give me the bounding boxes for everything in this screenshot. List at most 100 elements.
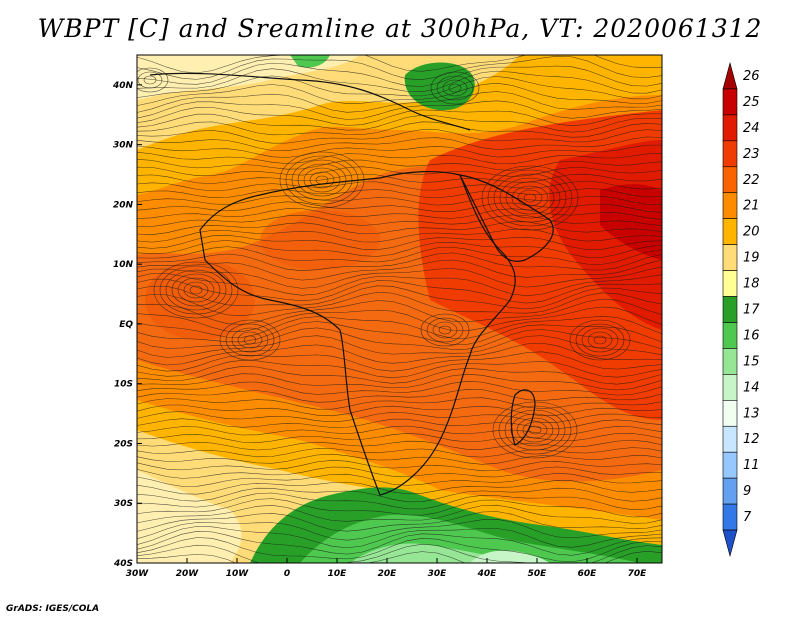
y-tick-label: 40S bbox=[113, 559, 133, 569]
streamline bbox=[137, 188, 662, 199]
vortex-streamline bbox=[153, 261, 239, 319]
colorbar: 26 25 24 23 22 21 20 19 18 17 16 15 14 13 12 11 9 7 bbox=[722, 61, 760, 558]
field-south-paleyellow bbox=[137, 470, 242, 563]
colorbar-swatch bbox=[722, 400, 738, 427]
colorbar-swatch bbox=[722, 425, 738, 453]
streamline bbox=[137, 113, 662, 133]
vortex-streamline bbox=[177, 277, 215, 303]
colorbar-swatch bbox=[722, 451, 738, 479]
streamline bbox=[137, 504, 662, 524]
colorbar-label: 7 bbox=[743, 510, 752, 525]
y-tick-label: 30S bbox=[114, 499, 133, 509]
colorbar-swatch bbox=[722, 244, 738, 271]
y-tick-label: 10N bbox=[113, 260, 134, 270]
streamline bbox=[137, 214, 662, 227]
streamline bbox=[137, 62, 662, 87]
vortex-streamline bbox=[165, 269, 227, 311]
streamline bbox=[137, 75, 662, 100]
vortex-streamline bbox=[171, 273, 221, 307]
streamline bbox=[137, 278, 662, 304]
streamline bbox=[137, 316, 662, 339]
vortex-streamline bbox=[426, 317, 464, 343]
streamline bbox=[137, 136, 662, 151]
colorbar-swatch bbox=[722, 503, 738, 531]
x-tick-label: 40E bbox=[477, 569, 498, 579]
streamline bbox=[137, 246, 662, 265]
vortex-streamline bbox=[143, 75, 157, 85]
streamline bbox=[137, 234, 662, 251]
vortex-streamline bbox=[291, 159, 353, 201]
vortex-streamline bbox=[436, 75, 474, 101]
field-north-green-small bbox=[290, 55, 330, 68]
plot-frame bbox=[136, 54, 663, 564]
colorbar-label: 11 bbox=[743, 458, 760, 473]
streamline bbox=[137, 121, 662, 138]
vortex-streamline bbox=[493, 173, 567, 223]
streamline bbox=[137, 537, 662, 563]
vortex-streamline bbox=[159, 265, 233, 315]
y-tick-label: 10S bbox=[114, 380, 133, 390]
streamline bbox=[137, 151, 662, 165]
streamline bbox=[137, 321, 662, 345]
vortex-streamline bbox=[243, 335, 257, 345]
y-tick-label: 20N bbox=[113, 200, 134, 210]
streamline bbox=[137, 228, 662, 243]
vortex-streamline bbox=[523, 193, 537, 203]
streamline bbox=[137, 107, 662, 127]
colorbar-label: 26 bbox=[743, 69, 760, 84]
colorbar-label: 15 bbox=[743, 354, 760, 369]
vortex-streamline bbox=[504, 409, 566, 451]
coastlines bbox=[149, 72, 554, 496]
vortex-streamline bbox=[309, 171, 335, 189]
streamline bbox=[137, 208, 662, 220]
streamline bbox=[137, 144, 662, 158]
vortex-streamline bbox=[189, 285, 203, 295]
field-layer bbox=[137, 55, 662, 563]
streamline bbox=[137, 531, 662, 556]
colorbar-label: 17 bbox=[743, 303, 760, 318]
streamline bbox=[137, 411, 662, 423]
streamline bbox=[137, 472, 662, 487]
vortex-streamline bbox=[587, 331, 613, 349]
y-tick-label: 20S bbox=[114, 439, 133, 449]
streamline bbox=[137, 425, 662, 436]
streamline bbox=[137, 511, 662, 532]
x-tick-label: 70E bbox=[628, 569, 648, 579]
streamline bbox=[137, 366, 662, 385]
streamline bbox=[137, 543, 662, 563]
streamline bbox=[137, 381, 662, 396]
x-tick-label: 60E bbox=[578, 569, 598, 579]
streamline bbox=[137, 453, 662, 465]
streamline bbox=[137, 389, 662, 403]
colorbar-label: 19 bbox=[743, 251, 760, 266]
colorbar-swatch bbox=[722, 192, 738, 219]
y-tick-label: 30N bbox=[113, 141, 134, 151]
colorbar-swatch bbox=[722, 88, 738, 116]
streamline bbox=[137, 359, 662, 379]
arabia-coast bbox=[458, 174, 554, 262]
vortex-streamline bbox=[505, 181, 555, 215]
vortex-streamline bbox=[448, 83, 462, 93]
vortex-streamline bbox=[303, 167, 341, 193]
vortex-streamline bbox=[487, 169, 573, 227]
x-tick-label: 20W bbox=[176, 569, 200, 579]
vortex-streamline bbox=[569, 319, 631, 361]
streamline bbox=[137, 519, 662, 541]
streamline bbox=[137, 327, 662, 350]
streamline bbox=[137, 91, 662, 113]
streamline bbox=[137, 292, 662, 316]
vortex-streamline bbox=[237, 331, 263, 349]
vortex-streamline bbox=[219, 319, 281, 361]
x-tick-label: 10W bbox=[226, 569, 250, 579]
y-tick-label: 40N bbox=[112, 81, 134, 91]
streamline bbox=[137, 306, 662, 332]
colorbar-label: 13 bbox=[743, 406, 760, 421]
vortex-streamline bbox=[438, 325, 452, 335]
y-tick-label: EQ bbox=[119, 320, 133, 330]
streamline bbox=[137, 460, 662, 472]
streamline bbox=[137, 404, 662, 417]
streamline bbox=[137, 100, 662, 120]
vortex-streamline bbox=[183, 281, 209, 299]
streamline bbox=[137, 498, 662, 518]
europe-coast bbox=[149, 72, 471, 131]
